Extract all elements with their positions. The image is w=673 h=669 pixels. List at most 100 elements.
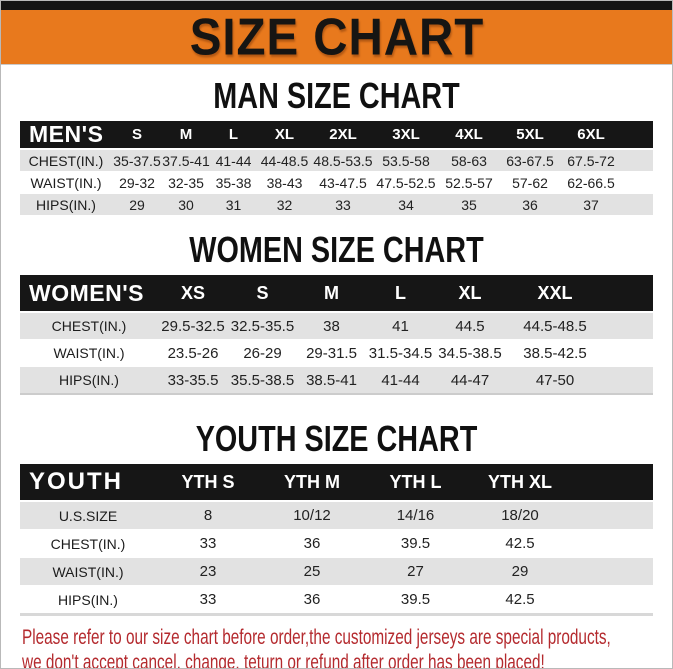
youth-col-m: YTH M — [260, 464, 364, 502]
mens-header-row: MEN'S S M L XL 2XL 3XL 4XL 5XL 6XL — [20, 121, 653, 150]
row-label: U.S.SIZE — [20, 501, 156, 530]
size-value: 43-47.5 — [312, 171, 374, 194]
size-value: 26-29 — [228, 339, 297, 367]
size-value: 48.5-53.5 — [312, 149, 374, 172]
size-value: 44.5 — [435, 312, 505, 340]
size-value: 29 — [467, 557, 573, 586]
size-value: 47.5-52.5 — [374, 171, 438, 194]
size-value: 38.5-41 — [297, 366, 366, 395]
size-value: 44.5-48.5 — [505, 312, 605, 340]
title-banner: SIZE CHART — [1, 10, 672, 65]
size-value: 63-67.5 — [500, 149, 560, 172]
row-spacer — [622, 149, 653, 172]
size-value: 14/16 — [364, 501, 467, 530]
womens-table-label: WOMEN'S — [20, 275, 158, 313]
row-label: HIPS(IN.) — [20, 585, 156, 615]
mens-col-6xl: 6XL — [560, 121, 622, 150]
womens-col-m: M — [297, 275, 366, 313]
size-value: 31 — [210, 193, 257, 216]
size-value: 29.5-32.5 — [158, 312, 228, 340]
size-value: 8 — [156, 501, 260, 530]
row-spacer — [622, 193, 653, 216]
womens-col-s: S — [228, 275, 297, 313]
size-value: 44-48.5 — [257, 149, 312, 172]
size-value: 67.5-72 — [560, 149, 622, 172]
mens-size-table: MEN'S S M L XL 2XL 3XL 4XL 5XL 6XL CHEST… — [20, 121, 653, 216]
row-label: CHEST(IN.) — [20, 312, 158, 340]
size-value: 41-44 — [210, 149, 257, 172]
size-value: 37.5-41 — [162, 149, 210, 172]
size-value: 36 — [500, 193, 560, 216]
row-label: WAIST(IN.) — [20, 171, 112, 194]
size-value: 32 — [257, 193, 312, 216]
size-value: 38 — [297, 312, 366, 340]
mens-col-l: L — [210, 121, 257, 150]
size-value: 35-37.5 — [112, 149, 162, 172]
womens-col-xxl: XXL — [505, 275, 605, 313]
row-label: CHEST(IN.) — [20, 529, 156, 558]
youth-hips-row: HIPS(IN.) 33 36 39.5 42.5 — [20, 585, 653, 615]
womens-hips-row: HIPS(IN.) 33-35.5 35.5-38.5 38.5-41 41-4… — [20, 366, 653, 395]
youth-size-chart-heading: YOUTH SIZE CHART — [195, 418, 478, 459]
size-value: 32.5-35.5 — [228, 312, 297, 340]
row-spacer — [605, 339, 653, 367]
youth-waist-row: WAIST(IN.) 23 25 27 29 — [20, 557, 653, 586]
size-value: 38-43 — [257, 171, 312, 194]
size-value: 52.5-57 — [438, 171, 500, 194]
mens-waist-row: WAIST(IN.) 29-32 32-35 35-38 38-43 43-47… — [20, 171, 653, 194]
size-value: 33 — [156, 529, 260, 558]
mens-col-m: M — [162, 121, 210, 150]
youth-size-table: YOUTH YTH S YTH M YTH L YTH XL U.S.SIZE … — [20, 464, 653, 616]
size-value: 41-44 — [366, 366, 435, 395]
row-spacer — [573, 585, 653, 615]
mens-col-5xl: 5XL — [500, 121, 560, 150]
page-title: SIZE CHART — [189, 7, 484, 67]
row-label: HIPS(IN.) — [20, 193, 112, 216]
size-value: 37 — [560, 193, 622, 216]
size-value: 32-35 — [162, 171, 210, 194]
row-label: WAIST(IN.) — [20, 339, 158, 367]
mens-col-s: S — [112, 121, 162, 150]
womens-col-xl: XL — [435, 275, 505, 313]
size-value: 23 — [156, 557, 260, 586]
man-size-chart-heading: MAN SIZE CHART — [213, 75, 460, 116]
row-spacer — [573, 529, 653, 558]
size-value: 58-63 — [438, 149, 500, 172]
size-value: 18/20 — [467, 501, 573, 530]
youth-ussize-row: U.S.SIZE 8 10/12 14/16 18/20 — [20, 501, 653, 530]
youth-col-xl: YTH XL — [467, 464, 573, 502]
size-value: 29-32 — [112, 171, 162, 194]
mens-header-spacer — [622, 121, 653, 150]
row-label: WAIST(IN.) — [20, 557, 156, 586]
mens-col-3xl: 3XL — [374, 121, 438, 150]
size-value: 53.5-58 — [374, 149, 438, 172]
size-value: 25 — [260, 557, 364, 586]
size-value: 33 — [312, 193, 374, 216]
row-spacer — [605, 366, 653, 395]
womens-header-spacer — [605, 275, 653, 313]
youth-header-row: YOUTH YTH S YTH M YTH L YTH XL — [20, 464, 653, 502]
womens-chest-row: CHEST(IN.) 29.5-32.5 32.5-35.5 38 41 44.… — [20, 312, 653, 340]
size-value: 27 — [364, 557, 467, 586]
size-value: 62-66.5 — [560, 171, 622, 194]
size-value: 47-50 — [505, 366, 605, 395]
size-value: 33 — [156, 585, 260, 615]
size-value: 36 — [260, 529, 364, 558]
row-spacer — [622, 171, 653, 194]
size-value: 35-38 — [210, 171, 257, 194]
youth-col-l: YTH L — [364, 464, 467, 502]
size-value: 35 — [438, 193, 500, 216]
womens-waist-row: WAIST(IN.) 23.5-26 26-29 29-31.5 31.5-34… — [20, 339, 653, 367]
size-value: 31.5-34.5 — [366, 339, 435, 367]
row-label: HIPS(IN.) — [20, 366, 158, 395]
mens-table-label: MEN'S — [20, 121, 112, 150]
youth-table-label: YOUTH — [20, 464, 156, 502]
size-value: 39.5 — [364, 529, 467, 558]
size-value: 29 — [112, 193, 162, 216]
women-size-chart-heading: WOMEN SIZE CHART — [189, 229, 484, 270]
mens-col-2xl: 2XL — [312, 121, 374, 150]
size-value: 34 — [374, 193, 438, 216]
row-spacer — [605, 312, 653, 340]
womens-col-l: L — [366, 275, 435, 313]
